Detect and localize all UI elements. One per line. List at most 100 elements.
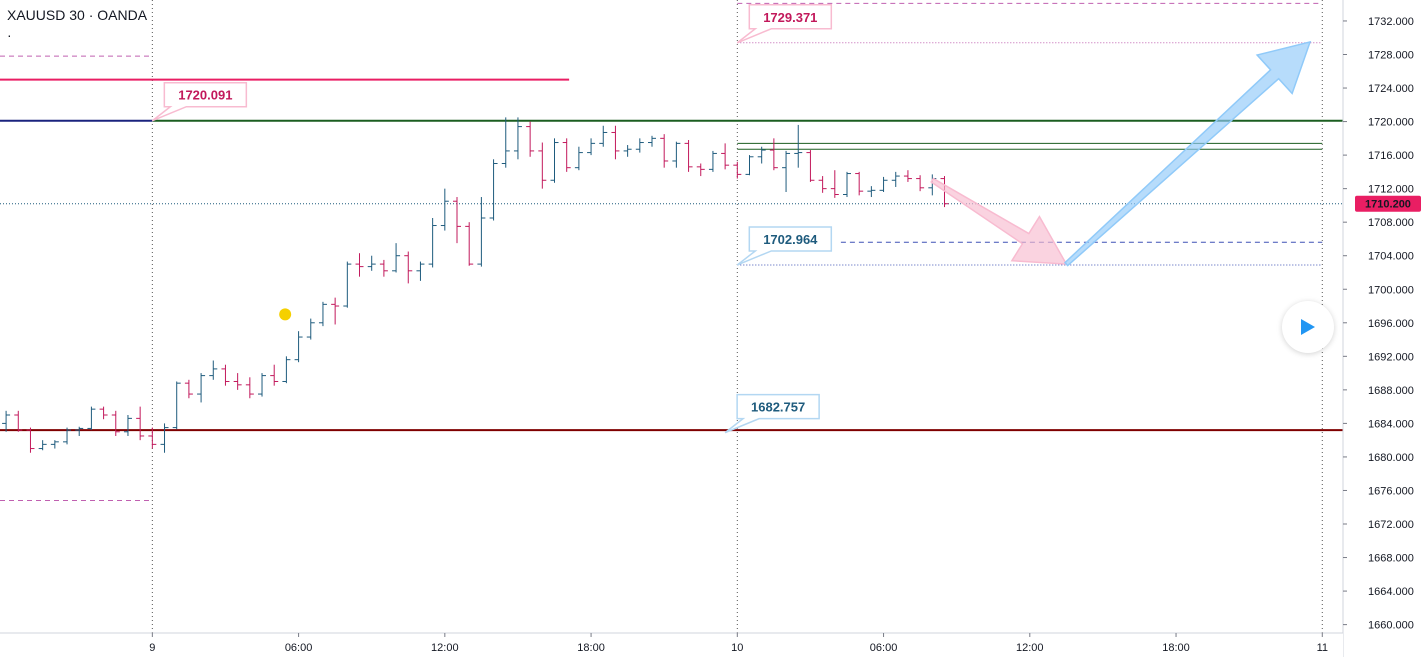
price-callouts: 1720.091 1729.371 1702.964 1682.757 xyxy=(151,4,833,434)
ohlc-bar xyxy=(855,171,864,196)
ohlc-bar xyxy=(136,406,145,441)
ohlc-bar xyxy=(903,170,912,182)
callout-label: 1720.091 xyxy=(178,88,232,103)
time-tick-label: 10 xyxy=(731,642,743,654)
price-tick-label: 1704.000 xyxy=(1368,251,1414,263)
time-axis-bg xyxy=(0,633,1343,657)
ohlc-bar xyxy=(574,146,583,171)
price-tick-label: 1676.000 xyxy=(1368,485,1414,497)
price-tick-label: 1668.000 xyxy=(1368,553,1414,565)
price-callout: 1682.757 xyxy=(724,393,820,434)
ohlc-bar xyxy=(111,410,120,436)
time-tick-label: 06:00 xyxy=(285,642,313,654)
callout-box xyxy=(151,81,248,122)
ohlc-bar xyxy=(879,176,888,192)
ohlc-bar xyxy=(599,125,608,147)
ohlc-bar xyxy=(270,364,279,386)
callout-box xyxy=(724,393,820,434)
ohlc-bar xyxy=(916,175,925,192)
ohlc-bar xyxy=(148,427,157,449)
ohlc-bar xyxy=(757,146,766,164)
time-tick-label: 11 xyxy=(1317,642,1328,654)
ohlc-bar xyxy=(891,171,900,187)
price-callout: 1720.091 xyxy=(151,81,248,122)
time-tick-label: 12:00 xyxy=(431,642,459,654)
ohlc-bar xyxy=(233,373,242,390)
ohlc-bar xyxy=(209,360,218,380)
data-source: OANDA xyxy=(97,7,148,23)
ohlc-bar xyxy=(428,217,437,268)
ohlc-bar xyxy=(696,163,705,177)
ohlc-bar xyxy=(355,253,364,277)
price-tick-label: 1716.000 xyxy=(1368,150,1414,162)
ohlc-bar xyxy=(538,142,547,189)
price-tick-label: 1696.000 xyxy=(1368,318,1414,330)
time-axis[interactable]: 9 06:00 12:00 18:00 10 06:00 12:00 18:00 11 xyxy=(0,632,1343,657)
ohlc-bar xyxy=(623,145,632,157)
ohlc-bar xyxy=(367,255,376,271)
ohlc-bar xyxy=(648,135,657,147)
ohlc-bar xyxy=(379,259,388,277)
ohlc-bar xyxy=(526,121,535,157)
ohlc-bar xyxy=(221,364,230,386)
price-axis-bg xyxy=(1343,0,1423,657)
ohlc-bar xyxy=(197,373,206,403)
ohlc-bar xyxy=(794,124,803,168)
ohlc-bar xyxy=(684,140,693,172)
ohlc-bar xyxy=(745,155,754,176)
callout-label: 1729.371 xyxy=(763,10,817,25)
scroll-to-realtime-button[interactable] xyxy=(1282,301,1334,353)
ohlc-bar xyxy=(294,331,303,363)
price-tick-label: 1724.000 xyxy=(1368,83,1414,95)
symbol-name: XAUUSD xyxy=(7,7,66,23)
ohlc-bar xyxy=(635,138,644,153)
play-icon xyxy=(1301,319,1315,335)
ohlc-bar xyxy=(123,415,132,436)
marker-layer xyxy=(279,308,292,321)
price-axis[interactable]: 1732.000 1728.000 1724.000 1720.000 1716.000… xyxy=(1342,0,1423,657)
symbol-header[interactable]: XAUUSD 30 · OANDA xyxy=(7,7,147,23)
status-dot: · xyxy=(7,27,12,43)
ohlc-bar xyxy=(830,170,839,198)
ohlc-bar xyxy=(245,377,254,399)
ohlc-bar xyxy=(331,297,340,325)
ohlc-bar xyxy=(782,150,791,192)
ohlc-bar xyxy=(2,410,11,432)
current-price-badge xyxy=(1355,195,1421,212)
ohlc-bar xyxy=(672,141,681,168)
price-tick-label: 1700.000 xyxy=(1368,284,1414,296)
ohlc-bar xyxy=(489,159,498,221)
callout-box xyxy=(736,4,833,44)
ohlc-bar xyxy=(392,243,401,273)
time-tick-label: 06:00 xyxy=(870,642,898,654)
ohlc-bar xyxy=(343,261,352,308)
ohlc-bar xyxy=(477,197,486,267)
price-tick-label: 1692.000 xyxy=(1368,351,1414,363)
ohlc-bar xyxy=(562,138,571,172)
price-tick-label: 1680.000 xyxy=(1368,452,1414,464)
price-tick-label: 1672.000 xyxy=(1368,519,1414,531)
ohlc-bar xyxy=(282,356,291,384)
ohlc-bar xyxy=(306,318,315,340)
ohlc-bar xyxy=(14,410,23,432)
ohlc-bar xyxy=(63,427,72,445)
grid-layer xyxy=(151,0,1323,633)
ohlc-bar xyxy=(550,138,559,183)
ohlc-bar xyxy=(708,150,717,172)
price-tick-label: 1660.000 xyxy=(1368,620,1414,632)
ohlc-bar xyxy=(99,406,108,420)
ohlc-bar xyxy=(184,379,193,399)
pink-down-arrow xyxy=(930,177,1068,265)
ohlc-bar xyxy=(501,117,510,168)
ohlc-bar xyxy=(611,125,620,160)
callout-label: 1682.757 xyxy=(751,400,805,415)
ohlc-bar xyxy=(160,423,169,453)
forecast-arrows xyxy=(930,40,1312,267)
ohlc-bar xyxy=(867,186,876,198)
price-tick-label: 1688.000 xyxy=(1368,385,1414,397)
ohlc-bar xyxy=(50,440,59,449)
ohlc-bar xyxy=(75,426,84,436)
ohlc-bar xyxy=(465,222,474,266)
level-lines xyxy=(0,2,1343,502)
